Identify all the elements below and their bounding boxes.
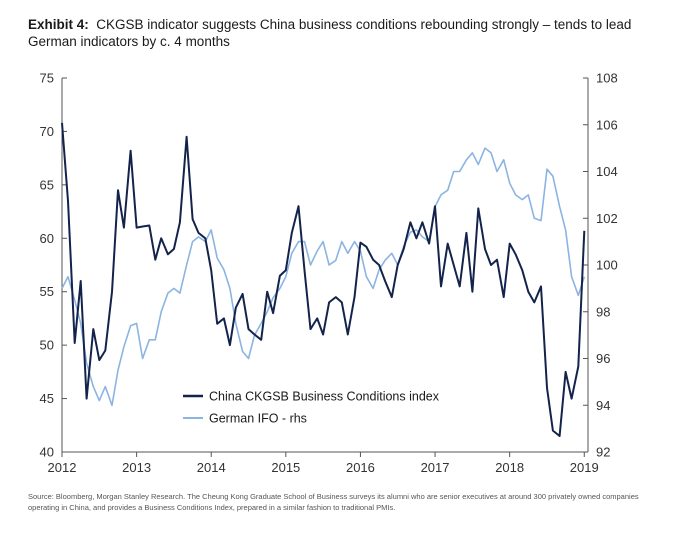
y-left-tick-label: 50 <box>40 338 54 353</box>
x-tick-label: 2018 <box>495 460 524 475</box>
x-tick-label: 2015 <box>271 460 300 475</box>
y-left-tick-label: 70 <box>40 124 54 139</box>
x-tick-label: 2017 <box>421 460 450 475</box>
x-tick-label: 2014 <box>197 460 226 475</box>
y-right-tick-label: 104 <box>596 164 618 179</box>
y-left-tick-label: 75 <box>40 71 54 86</box>
y-right-tick-label: 106 <box>596 117 618 132</box>
legend-label: German IFO - rhs <box>209 412 307 426</box>
line-chart: 40 45 50 55 60 65 70 75 92 94 96 98 100 102 104 106 108 2… <box>40 71 618 476</box>
x-tick-label: 2012 <box>48 460 77 475</box>
y-left-tick-label: 60 <box>40 231 54 246</box>
title-text: CKGSB indicator suggests China business … <box>28 17 632 49</box>
series-layer <box>61 122 586 437</box>
x-tick-label: 2019 <box>570 460 599 475</box>
axes: 40 45 50 55 60 65 70 75 92 94 96 98 100 102 104 106 108 2… <box>40 71 618 476</box>
y-right-tick-label: 98 <box>596 304 610 319</box>
exhibit-label: Exhibit 4: <box>28 17 89 32</box>
y-left-tick-label: 40 <box>40 445 54 460</box>
x-tick-label: 2013 <box>122 460 151 475</box>
y-left-tick-label: 65 <box>40 177 54 192</box>
x-tick-label: 2016 <box>346 460 375 475</box>
y-right-tick-label: 108 <box>596 71 618 86</box>
chart-title: Exhibit 4: CKGSB indicator suggests Chin… <box>28 16 668 50</box>
legend: China CKGSB Business Conditions index Ger… <box>183 390 440 426</box>
legend-label: China CKGSB Business Conditions index <box>209 390 440 404</box>
y-right-tick-label: 100 <box>596 258 618 273</box>
y-right-tick-label: 102 <box>596 211 618 226</box>
y-right-tick-label: 92 <box>596 445 610 460</box>
y-right-tick-label: 96 <box>596 351 610 366</box>
german-ifo-line <box>61 147 586 407</box>
y-left-tick-label: 55 <box>40 284 54 299</box>
source-note: Source: Bloomberg, Morgan Stanley Resear… <box>28 492 639 512</box>
y-left-tick-label: 45 <box>40 391 54 406</box>
china-ckgsb-line <box>61 122 586 437</box>
y-right-tick-label: 94 <box>596 398 610 413</box>
